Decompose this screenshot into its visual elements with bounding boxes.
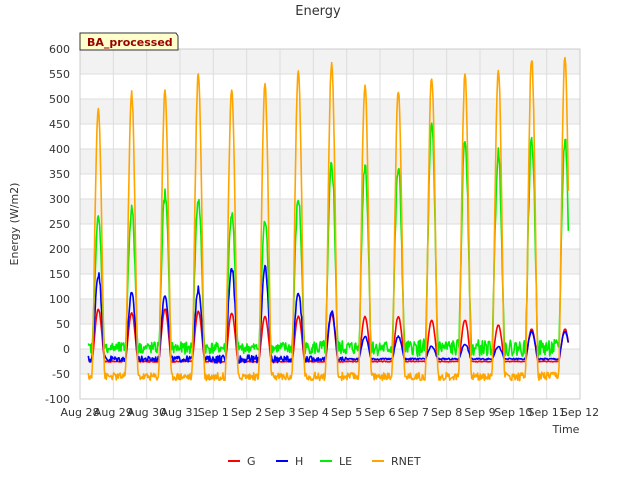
y-tick-labels: -100 -50 0 50 100 150 200 250 300 350 400 450 500 550… xyxy=(45,43,70,406)
y-tick-label: 300 xyxy=(49,193,70,206)
plot-band xyxy=(80,349,580,374)
y-tick-label: 600 xyxy=(49,43,70,56)
y-tick-label: 0 xyxy=(63,343,70,356)
badge: BA_processed xyxy=(79,32,179,51)
x-tick-label: Sep 9 xyxy=(464,406,495,419)
x-tick-label: Sep 5 xyxy=(331,406,362,419)
legend-label-le: LE xyxy=(339,455,352,468)
series-lines xyxy=(87,56,570,382)
plot-band xyxy=(80,374,580,399)
legend-label-h: H xyxy=(295,455,303,468)
plot-band xyxy=(80,49,580,74)
y-tick-label: 500 xyxy=(49,93,70,106)
series-line-h xyxy=(87,264,570,364)
x-tick-label: Sep 8 xyxy=(431,406,462,419)
badge-box xyxy=(79,32,179,51)
x-tick-label: Sep 4 xyxy=(298,406,329,419)
x-tick-label: Sep 7 xyxy=(398,406,429,419)
x-axis-label: Time xyxy=(552,423,580,436)
y-tick-label: -50 xyxy=(52,368,70,381)
plot-band xyxy=(80,249,580,274)
x-tick-label: Sep 10 xyxy=(494,406,532,419)
y-tick-label: 150 xyxy=(49,268,70,281)
legend-label-rnet: RNET xyxy=(391,455,421,468)
x-tick-label: Sep 6 xyxy=(364,406,395,419)
x-tick-label: Sep 2 xyxy=(231,406,262,419)
x-tick-label: Sep 3 xyxy=(264,406,295,419)
plot-band xyxy=(80,224,580,249)
legend-label-g: G xyxy=(247,455,256,468)
x-tick-label: Aug 28 xyxy=(61,406,100,419)
y-tick-label: 100 xyxy=(49,293,70,306)
y-tick-label: 250 xyxy=(49,218,70,231)
x-tick-label: Aug 31 xyxy=(161,406,200,419)
x-tick-label: Aug 30 xyxy=(127,406,166,419)
y-axis-label: Energy (W/m2) xyxy=(8,183,21,266)
legend: G H LE RNET xyxy=(228,455,421,468)
plot-band xyxy=(80,274,580,299)
x-tick-label: Sep 1 xyxy=(198,406,229,419)
x-tick-label: Aug 29 xyxy=(94,406,133,419)
y-tick-label: 400 xyxy=(49,143,70,156)
y-tick-label: 50 xyxy=(56,318,70,331)
chart-title: Energy xyxy=(295,4,341,19)
y-tick-label: 350 xyxy=(49,168,70,181)
series-line-rnet xyxy=(87,56,570,382)
badge-label: BA_processed xyxy=(87,36,173,49)
y-tick-label: -100 xyxy=(45,393,70,406)
plot-area-border xyxy=(79,48,581,400)
y-tick-label: 200 xyxy=(49,243,70,256)
x-tick-label: Sep 11 xyxy=(528,406,566,419)
y-tick-label: 450 xyxy=(49,118,70,131)
y-tick-label: 550 xyxy=(49,68,70,81)
x-tick-label: Sep 12 xyxy=(561,406,599,419)
